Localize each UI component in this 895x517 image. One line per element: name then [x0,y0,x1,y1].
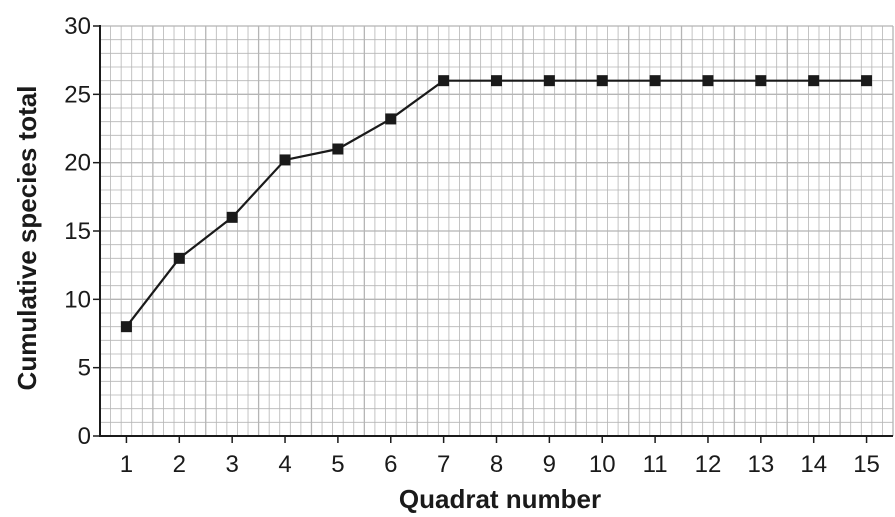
x-tick-label: 15 [853,451,880,478]
y-tick-label: 0 [78,423,91,450]
x-tick-labels: 1 2 3 4 5 6 7 8 9 10 11 12 13 14 15 [120,451,880,478]
x-axis-title: Quadrat number [399,484,601,514]
y-tick-label: 20 [64,150,91,177]
x-tick-label: 1 [120,451,133,478]
x-tick-label: 6 [384,451,397,478]
y-tick-label: 15 [64,218,91,245]
data-point [543,75,555,87]
data-point [173,252,185,264]
x-tick-label: 7 [437,451,450,478]
series [120,75,873,333]
data-point [702,75,714,87]
data-point [385,113,397,125]
axes [93,25,893,443]
data-point [438,75,450,87]
y-tick-label: 5 [78,355,91,382]
data-point [755,75,767,87]
data-point [120,321,132,333]
x-tick-label: 14 [800,451,827,478]
x-tick-label: 12 [695,451,722,478]
y-axis-title: Cumulative species total [12,86,42,391]
data-point [649,75,661,87]
data-point [332,143,344,155]
grid [99,25,894,437]
x-tick-label: 13 [747,451,774,478]
x-tick-label: 11 [643,451,668,478]
x-tick-label: 10 [589,451,616,478]
x-tick-label: 2 [173,451,186,478]
y-tick-label: 10 [64,286,91,313]
y-tick-label: 30 [64,13,91,40]
data-point [226,211,238,223]
data-point [279,154,291,166]
data-point [861,75,873,87]
data-point [491,75,502,87]
y-tick-labels: 0 5 10 15 20 25 30 [64,13,91,450]
x-tick-label: 9 [543,451,556,478]
y-tick-label: 25 [64,81,91,108]
x-tick-label: 8 [490,451,503,478]
data-point [596,75,608,87]
x-tick-label: 5 [331,451,344,478]
x-tick-label: 3 [225,451,238,478]
x-tick-label: 4 [278,451,291,478]
data-point [808,75,820,87]
